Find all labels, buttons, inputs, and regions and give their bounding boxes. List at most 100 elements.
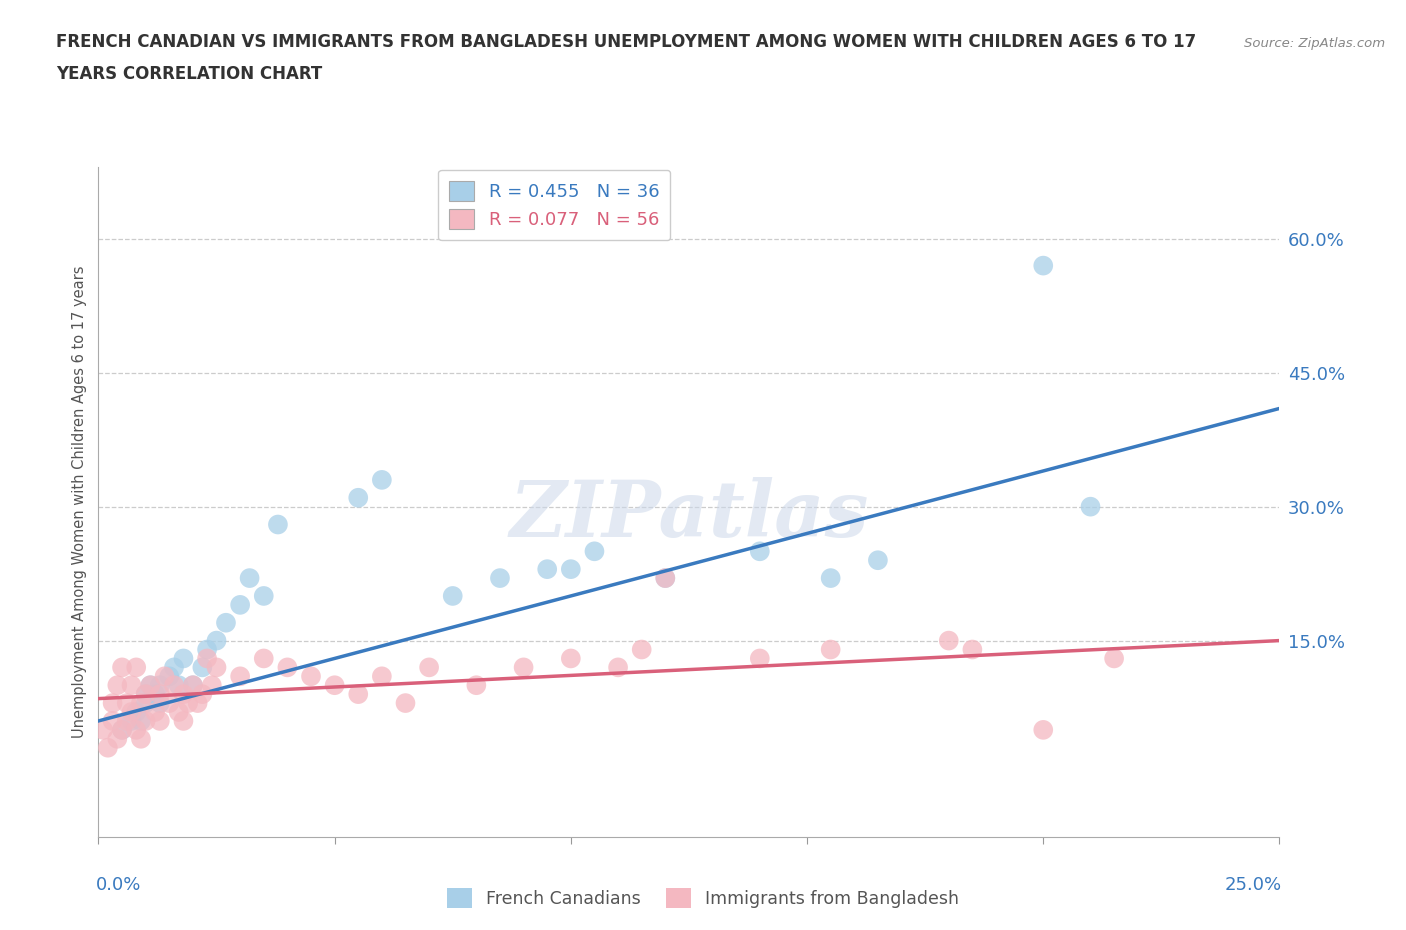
Point <box>177 696 200 711</box>
Point <box>139 678 162 693</box>
Text: 25.0%: 25.0% <box>1225 876 1282 894</box>
Legend: R = 0.455   N = 36, R = 0.077   N = 56: R = 0.455 N = 36, R = 0.077 N = 56 <box>439 170 671 240</box>
Point <box>748 651 770 666</box>
Point <box>938 633 960 648</box>
Point <box>167 678 190 693</box>
Point <box>163 660 186 675</box>
Point <box>1102 651 1125 666</box>
Point <box>121 705 143 720</box>
Point <box>191 686 214 701</box>
Point <box>181 678 204 693</box>
Point <box>143 705 166 720</box>
Point <box>465 678 488 693</box>
Text: ZIPatlas: ZIPatlas <box>509 477 869 554</box>
Point <box>121 678 143 693</box>
Point <box>347 490 370 505</box>
Point <box>239 571 262 586</box>
Point <box>536 562 558 577</box>
Point <box>135 713 157 728</box>
Point <box>441 589 464 604</box>
Point <box>167 705 190 720</box>
Point <box>512 660 534 675</box>
Point <box>143 686 166 701</box>
Point <box>205 633 228 648</box>
Point <box>560 562 582 577</box>
Point <box>1080 499 1102 514</box>
Point <box>418 660 440 675</box>
Point <box>607 660 630 675</box>
Point <box>111 660 134 675</box>
Text: 0.0%: 0.0% <box>96 876 141 894</box>
Point <box>229 669 252 684</box>
Point <box>111 723 134 737</box>
Point <box>97 740 120 755</box>
Point <box>181 678 204 693</box>
Point <box>299 669 322 684</box>
Point <box>149 678 172 693</box>
Point <box>172 713 194 728</box>
Point <box>149 713 172 728</box>
Point <box>820 642 842 657</box>
Point <box>157 696 180 711</box>
Point <box>91 723 114 737</box>
Point <box>229 597 252 612</box>
Point <box>139 678 162 693</box>
Text: FRENCH CANADIAN VS IMMIGRANTS FROM BANGLADESH UNEMPLOYMENT AMONG WOMEN WITH CHIL: FRENCH CANADIAN VS IMMIGRANTS FROM BANGL… <box>56 33 1197 50</box>
Point <box>135 686 157 701</box>
Point <box>125 705 148 720</box>
Point <box>489 571 512 586</box>
Point <box>962 642 984 657</box>
Point <box>195 651 218 666</box>
Point <box>101 696 124 711</box>
Point <box>1032 723 1054 737</box>
Point <box>267 517 290 532</box>
Point <box>195 642 218 657</box>
Point <box>187 696 209 711</box>
Point <box>135 696 157 711</box>
Point <box>866 552 889 567</box>
Point <box>163 678 186 693</box>
Point <box>560 651 582 666</box>
Point <box>115 696 138 711</box>
Point <box>105 678 128 693</box>
Point <box>394 696 416 711</box>
Point <box>748 544 770 559</box>
Point <box>101 713 124 728</box>
Point <box>115 713 138 728</box>
Point <box>205 660 228 675</box>
Point <box>135 686 157 701</box>
Point <box>172 651 194 666</box>
Point <box>157 669 180 684</box>
Point <box>125 660 148 675</box>
Point <box>105 731 128 746</box>
Point <box>1032 259 1054 273</box>
Point <box>347 686 370 701</box>
Point <box>111 723 134 737</box>
Text: Source: ZipAtlas.com: Source: ZipAtlas.com <box>1244 37 1385 50</box>
Point <box>654 571 676 586</box>
Point <box>323 678 346 693</box>
Point <box>121 713 143 728</box>
Point <box>129 731 152 746</box>
Point <box>125 723 148 737</box>
Point <box>371 669 394 684</box>
Point <box>129 696 152 711</box>
Point <box>149 696 172 711</box>
Legend: French Canadians, Immigrants from Bangladesh: French Canadians, Immigrants from Bangla… <box>439 879 967 917</box>
Point <box>129 713 152 728</box>
Point <box>253 589 276 604</box>
Point <box>201 678 224 693</box>
Point <box>630 642 652 657</box>
Point <box>276 660 298 675</box>
Point <box>654 571 676 586</box>
Y-axis label: Unemployment Among Women with Children Ages 6 to 17 years: Unemployment Among Women with Children A… <box>72 266 87 738</box>
Point <box>215 616 238 631</box>
Point <box>583 544 606 559</box>
Point <box>371 472 394 487</box>
Point <box>253 651 276 666</box>
Point <box>153 669 176 684</box>
Point <box>172 686 194 701</box>
Point <box>820 571 842 586</box>
Text: YEARS CORRELATION CHART: YEARS CORRELATION CHART <box>56 65 322 83</box>
Point <box>149 686 172 701</box>
